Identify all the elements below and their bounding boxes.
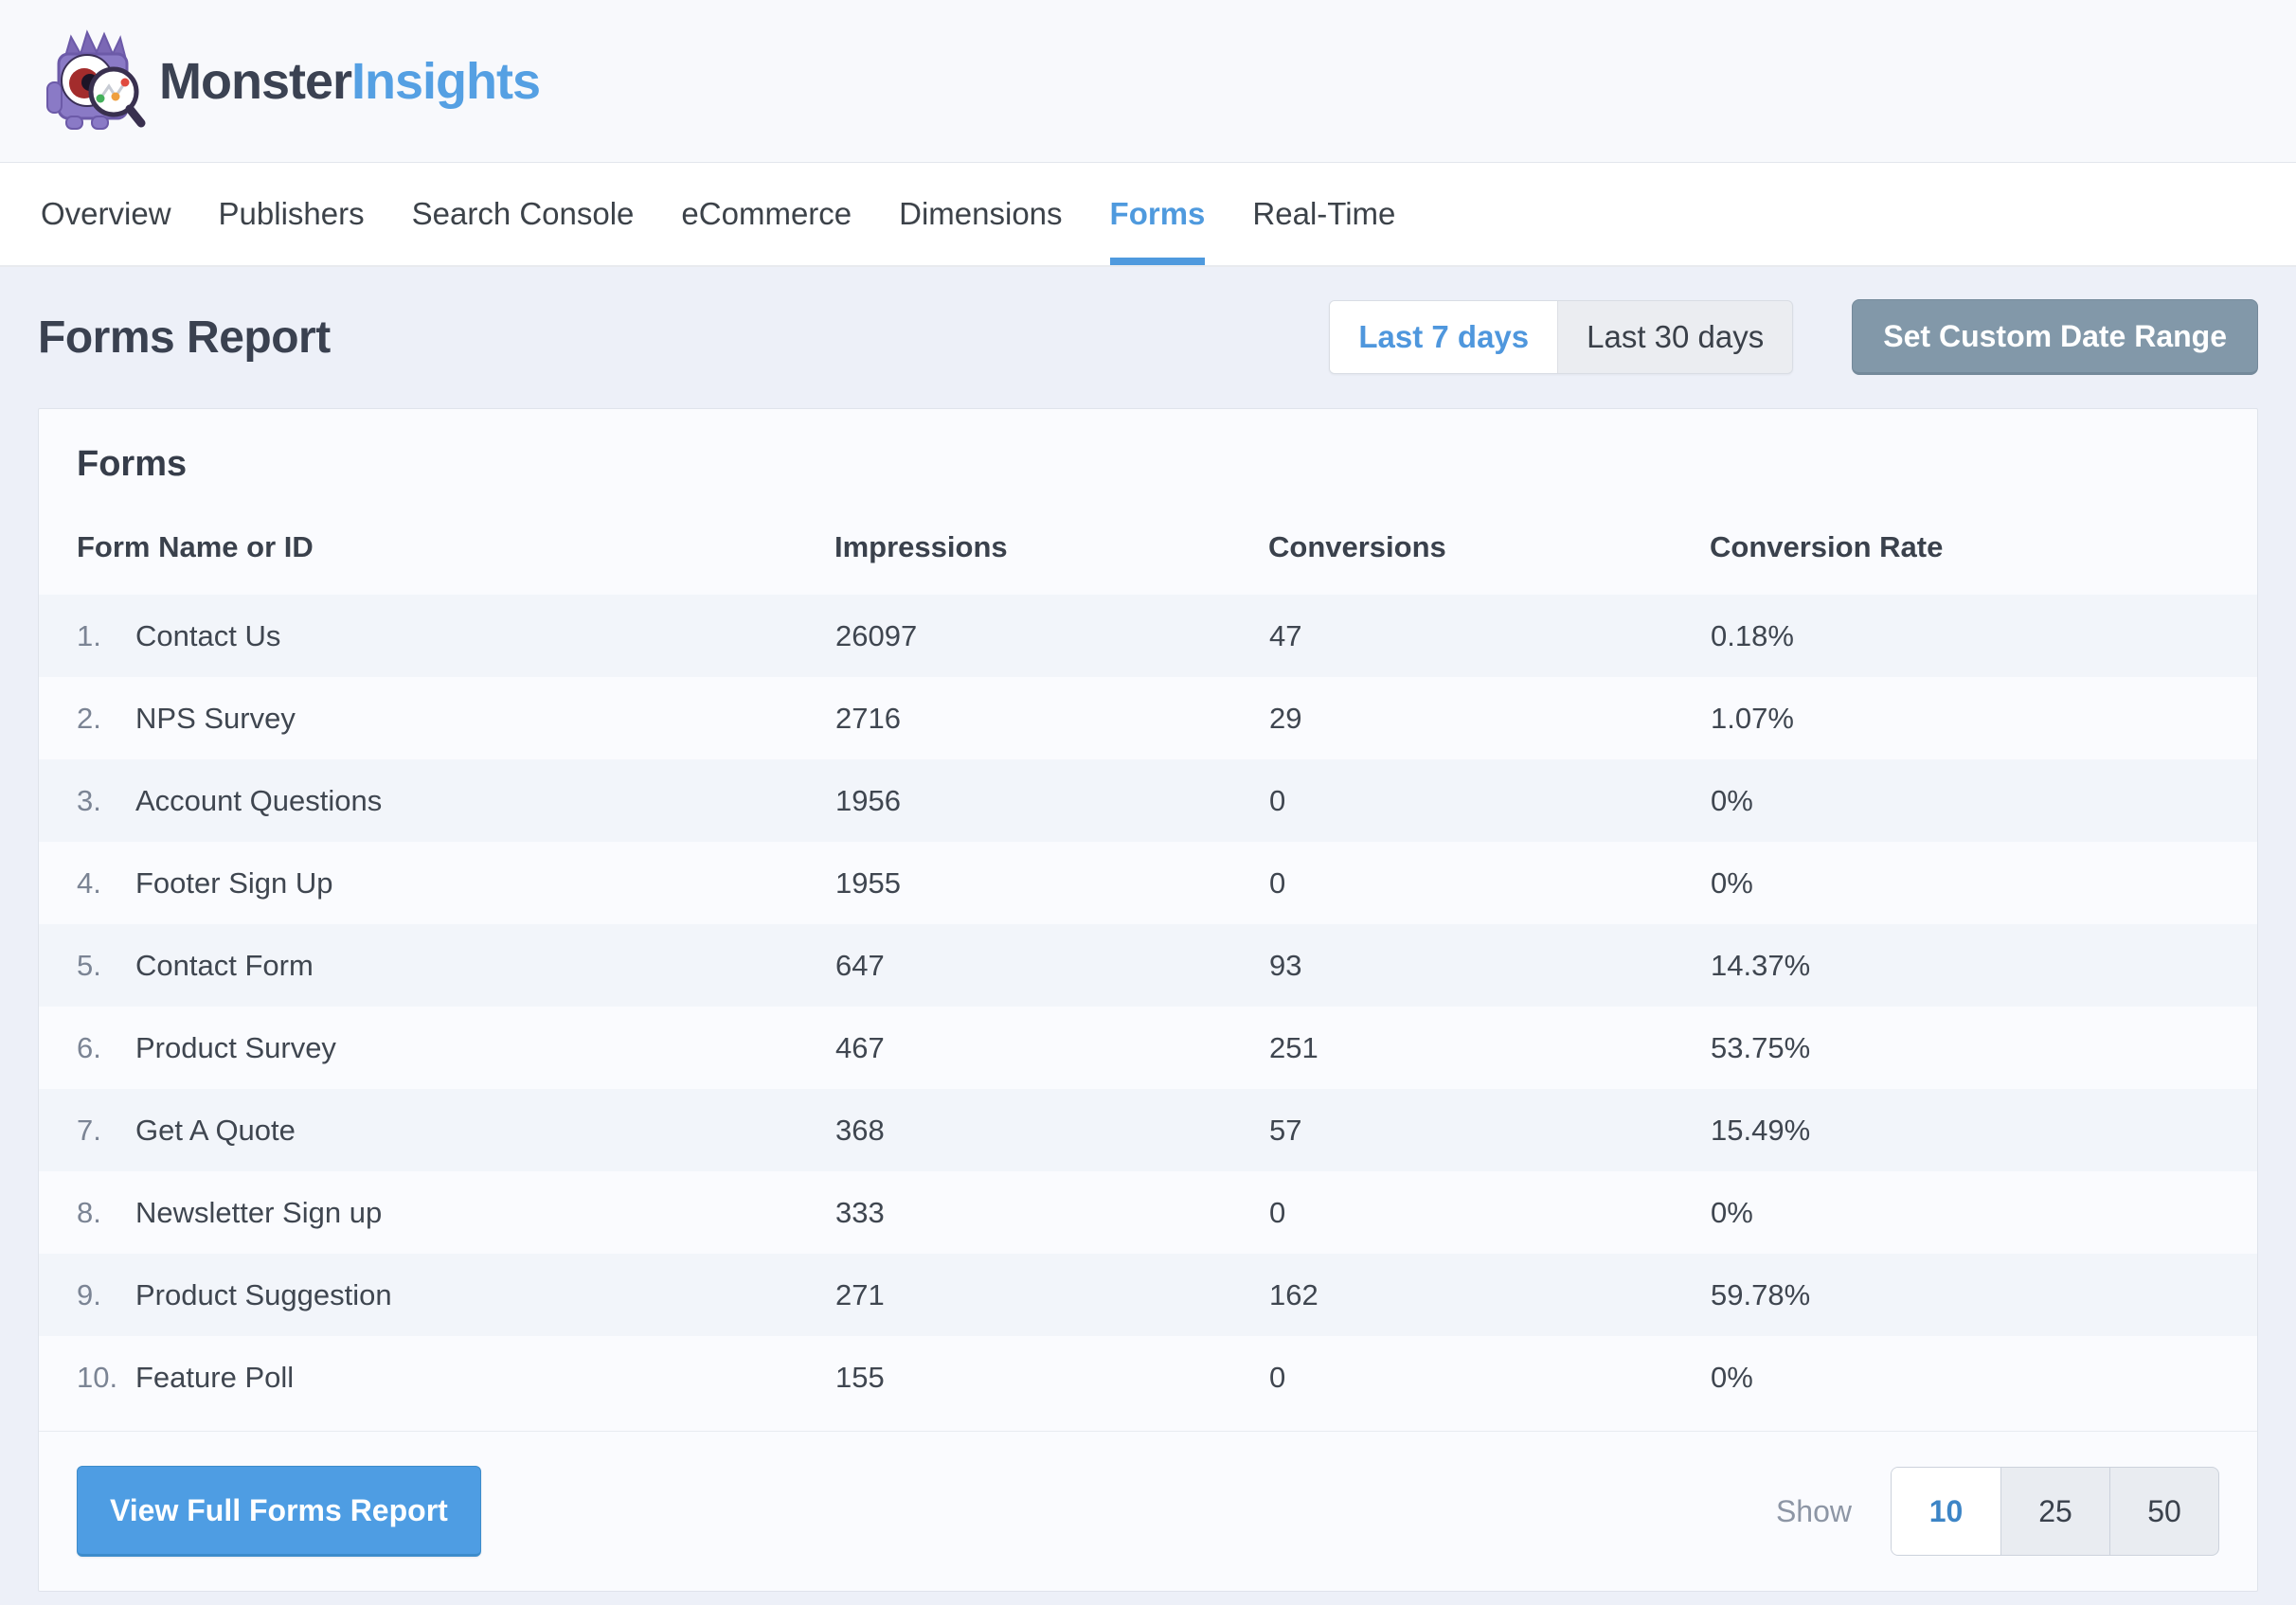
forms-card-footer: View Full Forms Report Show 10 25 50	[39, 1431, 2257, 1591]
conversions-value: 47	[1269, 618, 1302, 652]
app-header: MonsterInsights	[0, 0, 2296, 163]
page-head: Forms Report Last 7 days Last 30 days Se…	[38, 299, 2258, 375]
row-rank: 8.	[77, 1195, 101, 1229]
conversion-rate-value: 0%	[1711, 1360, 1753, 1394]
main-content: Forms Report Last 7 days Last 30 days Se…	[0, 299, 2296, 1592]
impressions-value: 368	[835, 1113, 885, 1147]
form-name: NPS Survey	[135, 701, 296, 735]
row-rank: 3.	[77, 783, 101, 817]
brand-wordmark: MonsterInsights	[159, 52, 541, 111]
impressions-value: 1956	[835, 783, 901, 817]
date-range-toggle: Last 7 days Last 30 days	[1329, 300, 1794, 374]
conversion-rate-value: 0.18%	[1711, 618, 1794, 652]
forms-card-title: Forms	[77, 444, 188, 484]
page-size-10-button[interactable]: 10	[1892, 1468, 2000, 1555]
monsterinsights-monster-icon	[38, 26, 150, 136]
impressions-value: 647	[835, 948, 885, 982]
row-rank: 5.	[77, 948, 101, 982]
conversions-value: 0	[1269, 1360, 1286, 1394]
table-row: 9. Product Suggestion 271 162 59.78%	[39, 1254, 2257, 1336]
row-rank: 7.	[77, 1113, 101, 1147]
nav-tab-dimensions[interactable]: Dimensions	[899, 196, 1063, 231]
form-name: Footer Sign Up	[135, 865, 333, 900]
form-name: Account Questions	[135, 783, 383, 817]
table-row: 10. Feature Poll 155 0 0%	[39, 1336, 2257, 1418]
impressions-value: 2716	[835, 701, 901, 735]
column-header-form-name: Form Name or ID	[77, 530, 314, 563]
conversions-value: 162	[1269, 1277, 1318, 1311]
form-name: Feature Poll	[135, 1360, 295, 1394]
forms-card: Forms Form Name or ID Impressions Conver…	[38, 408, 2258, 1592]
conversions-value: 0	[1269, 1195, 1286, 1229]
row-rank: 6.	[77, 1030, 101, 1064]
conversion-rate-value: 0%	[1711, 783, 1753, 817]
conversions-value: 251	[1269, 1030, 1318, 1064]
impressions-value: 271	[835, 1277, 885, 1311]
nav-tab-search-console[interactable]: Search Console	[411, 196, 635, 231]
date-range-controls: Last 7 days Last 30 days Set Custom Date…	[1329, 299, 2258, 375]
page-size-50-button[interactable]: 50	[2109, 1468, 2218, 1555]
set-custom-date-range-button[interactable]: Set Custom Date Range	[1852, 299, 2258, 375]
conversion-rate-value: 53.75%	[1711, 1030, 1811, 1064]
table-row: 5. Contact Form 647 93 14.37%	[39, 924, 2257, 1007]
last-7-days-button[interactable]: Last 7 days	[1330, 301, 1558, 373]
last-30-days-button[interactable]: Last 30 days	[1557, 301, 1792, 373]
conversions-value: 93	[1269, 948, 1302, 982]
brand-insights: Insights	[351, 52, 541, 110]
row-rank: 2.	[77, 701, 101, 735]
impressions-value: 155	[835, 1360, 885, 1394]
row-rank: 9.	[77, 1277, 101, 1311]
report-nav: Overview Publishers Search Console eComm…	[0, 163, 2296, 267]
nav-tab-forms[interactable]: Forms	[1109, 163, 1206, 265]
table-row: 4. Footer Sign Up 1955 0 0%	[39, 842, 2257, 924]
table-row: 6. Product Survey 467 251 53.75%	[39, 1007, 2257, 1089]
forms-table-header-row: Form Name or ID Impressions Conversions …	[39, 485, 2257, 595]
conversion-rate-value: 1.07%	[1711, 701, 1794, 735]
form-name: Product Survey	[135, 1030, 336, 1064]
conversion-rate-value: 15.49%	[1711, 1113, 1811, 1147]
nav-tab-real-time[interactable]: Real-Time	[1252, 196, 1396, 231]
show-label: Show	[1775, 1493, 1852, 1528]
form-name: Newsletter Sign up	[135, 1195, 383, 1229]
form-name: Contact Us	[135, 618, 281, 652]
conversions-value: 0	[1269, 865, 1286, 900]
table-row: 3. Account Questions 1956 0 0%	[39, 759, 2257, 842]
conversions-value: 0	[1269, 783, 1286, 817]
conversions-value: 57	[1269, 1113, 1302, 1147]
row-rank: 1.	[77, 618, 101, 652]
nav-tab-publishers[interactable]: Publishers	[218, 196, 365, 231]
view-full-forms-report-button[interactable]: View Full Forms Report	[77, 1466, 481, 1557]
nav-tab-ecommerce[interactable]: eCommerce	[681, 196, 852, 231]
monsterinsights-logo: MonsterInsights	[38, 26, 541, 136]
table-row: 7. Get A Quote 368 57 15.49%	[39, 1089, 2257, 1171]
conversion-rate-value: 0%	[1711, 1195, 1753, 1229]
impressions-value: 26097	[835, 618, 918, 652]
nav-tab-overview[interactable]: Overview	[41, 196, 171, 231]
forms-table: Form Name or ID Impressions Conversions …	[39, 485, 2257, 1418]
conversions-value: 29	[1269, 701, 1302, 735]
impressions-value: 467	[835, 1030, 885, 1064]
brand-monster: Monster	[159, 52, 352, 110]
column-header-impressions: Impressions	[834, 530, 1008, 563]
page-size-control: Show 10 25 50	[1776, 1467, 2219, 1556]
conversion-rate-value: 14.37%	[1711, 948, 1811, 982]
page-title: Forms Report	[38, 312, 331, 363]
conversion-rate-value: 0%	[1711, 865, 1753, 900]
impressions-value: 1955	[835, 865, 901, 900]
row-rank: 10.	[77, 1360, 118, 1394]
form-name: Get A Quote	[135, 1113, 296, 1147]
table-row: 2. NPS Survey 2716 29 1.07%	[39, 677, 2257, 759]
impressions-value: 333	[835, 1195, 885, 1229]
page-size-buttons: 10 25 50	[1891, 1467, 2219, 1556]
row-rank: 4.	[77, 865, 101, 900]
form-name: Product Suggestion	[135, 1277, 392, 1311]
column-header-conversion-rate: Conversion Rate	[1710, 530, 1944, 563]
table-row: 8. Newsletter Sign up 333 0 0%	[39, 1171, 2257, 1254]
conversion-rate-value: 59.78%	[1711, 1277, 1811, 1311]
column-header-conversions: Conversions	[1268, 530, 1446, 563]
form-name: Contact Form	[135, 948, 314, 982]
page-size-25-button[interactable]: 25	[2000, 1468, 2109, 1555]
table-row: 1. Contact Us 26097 47 0.18%	[39, 595, 2257, 677]
